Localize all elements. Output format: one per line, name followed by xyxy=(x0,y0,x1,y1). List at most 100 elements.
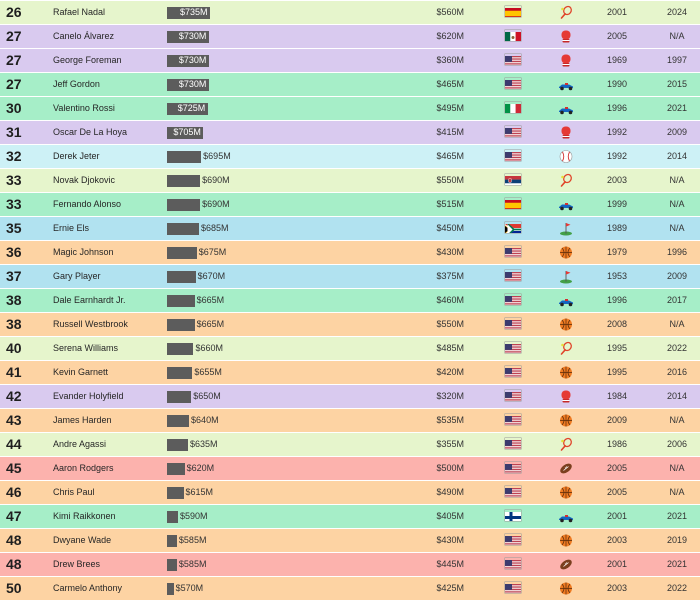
peak-earnings: $445M xyxy=(436,559,464,569)
usa-flag-icon xyxy=(505,534,521,545)
earnings-bar xyxy=(167,79,209,91)
athlete-name: Kevin Garnett xyxy=(53,367,109,377)
earnings-bar xyxy=(167,391,192,403)
peak-earnings: $515M xyxy=(436,199,464,209)
earnings-bar-label: $655M xyxy=(194,367,222,377)
end-year: 2006 xyxy=(666,439,688,449)
end-year: 2021 xyxy=(666,511,688,521)
earnings-bar xyxy=(167,175,201,187)
peak-earnings: $320M xyxy=(436,391,464,401)
peak-earnings: $425M xyxy=(436,583,464,593)
earnings-bar xyxy=(167,31,209,43)
earnings-bar xyxy=(167,367,193,379)
rank-cell: 46 xyxy=(6,484,22,500)
usa-flag-icon xyxy=(505,366,521,377)
peak-earnings: $495M xyxy=(436,103,464,113)
rank-cell: 47 xyxy=(6,508,22,524)
motorsport-icon xyxy=(558,77,574,92)
table-row: 33 Fernando Alonso $690M $515M 1999 N/A xyxy=(0,193,700,216)
earnings-bar xyxy=(167,439,188,451)
boxing-icon xyxy=(558,389,574,404)
usa-flag-icon xyxy=(505,246,521,257)
peak-earnings: $560M xyxy=(436,7,464,17)
rank-cell: 30 xyxy=(6,100,22,116)
end-year: 2024 xyxy=(666,7,688,17)
rank-cell: 38 xyxy=(6,292,22,308)
earnings-bar xyxy=(167,223,199,235)
earnings-bar-label: $730M xyxy=(178,79,207,89)
peak-earnings: $405M xyxy=(436,511,464,521)
athlete-name: George Foreman xyxy=(53,55,122,65)
end-year: N/A xyxy=(669,223,685,233)
southafrica-flag-icon xyxy=(505,222,521,233)
basketball-icon xyxy=(558,365,574,380)
peak-earnings: $460M xyxy=(436,295,464,305)
start-year: 2008 xyxy=(606,319,628,329)
start-year: 1979 xyxy=(606,247,628,257)
rank-cell: 41 xyxy=(6,364,22,380)
football-icon xyxy=(558,557,574,572)
end-year: 2009 xyxy=(666,127,688,137)
end-year: 2014 xyxy=(666,391,688,401)
earnings-bar-label: $590M xyxy=(180,511,208,521)
start-year: 1984 xyxy=(606,391,628,401)
table-row: 50 Carmelo Anthony $570M $425M 2003 2022 xyxy=(0,577,700,600)
athlete-name: Chris Paul xyxy=(53,487,95,497)
end-year: N/A xyxy=(669,199,685,209)
boxing-icon xyxy=(558,125,574,140)
rank-cell: 42 xyxy=(6,388,22,404)
end-year: 1996 xyxy=(666,247,688,257)
spain-flag-icon xyxy=(505,6,521,17)
peak-earnings: $360M xyxy=(436,55,464,65)
athlete-name: Derek Jeter xyxy=(53,151,100,161)
italy-flag-icon xyxy=(505,102,521,113)
athlete-name: Ernie Els xyxy=(53,223,90,233)
rank-cell: 48 xyxy=(6,532,22,548)
start-year: 2005 xyxy=(606,463,628,473)
earnings-bar-label: $665M xyxy=(196,319,225,329)
peak-earnings: $465M xyxy=(436,151,464,161)
start-year: 2003 xyxy=(606,175,628,185)
peak-earnings: $535M xyxy=(436,415,464,425)
end-year: N/A xyxy=(669,415,685,425)
athlete-name: Novak Djokovic xyxy=(53,175,116,185)
end-year: N/A xyxy=(669,31,685,41)
peak-earnings: $375M xyxy=(436,271,464,281)
baseball-icon xyxy=(558,149,574,164)
start-year: 2009 xyxy=(606,415,628,425)
motorsport-icon xyxy=(558,509,574,524)
motorsport-icon xyxy=(558,101,574,116)
start-year: 2005 xyxy=(606,487,628,497)
tennis-icon xyxy=(558,437,574,452)
usa-flag-icon xyxy=(505,126,521,137)
table-row: 47 Kimi Raikkonen $590M $405M 2001 2021 xyxy=(0,505,700,528)
start-year: 1992 xyxy=(606,127,628,137)
usa-flag-icon xyxy=(505,270,521,281)
earnings-bar xyxy=(167,247,197,259)
start-year: 1989 xyxy=(606,223,628,233)
athlete-name: Canelo Álvarez xyxy=(53,31,115,41)
athlete-name: Dale Earnhardt Jr. xyxy=(53,295,126,305)
start-year: 1953 xyxy=(606,271,628,281)
rank-cell: 27 xyxy=(6,28,22,44)
earnings-bar xyxy=(167,199,201,211)
peak-earnings: $355M xyxy=(436,439,464,449)
spain-flag-icon xyxy=(505,198,521,209)
usa-flag-icon xyxy=(505,318,521,329)
rank-cell: 50 xyxy=(6,580,22,596)
earnings-bar-label: $670M xyxy=(197,271,226,281)
start-year: 1995 xyxy=(606,367,628,377)
table-row: 45 Aaron Rodgers $620M $500M 2005 N/A xyxy=(0,457,700,480)
athlete-name: Valentino Rossi xyxy=(53,103,115,113)
table-row: 31 Oscar De La Hoya $705M $415M 1992 2009 xyxy=(0,121,700,144)
peak-earnings: $415M xyxy=(436,127,464,137)
athlete-name: Dwyane Wade xyxy=(53,535,112,545)
end-year: 2015 xyxy=(666,79,688,89)
athlete-name: Rafael Nadal xyxy=(53,7,106,17)
earnings-bar xyxy=(167,55,209,67)
rank-cell: 35 xyxy=(6,220,22,236)
earnings-bar-label: $685M xyxy=(200,223,229,233)
rank-cell: 33 xyxy=(6,172,22,188)
start-year: 2001 xyxy=(606,559,628,569)
